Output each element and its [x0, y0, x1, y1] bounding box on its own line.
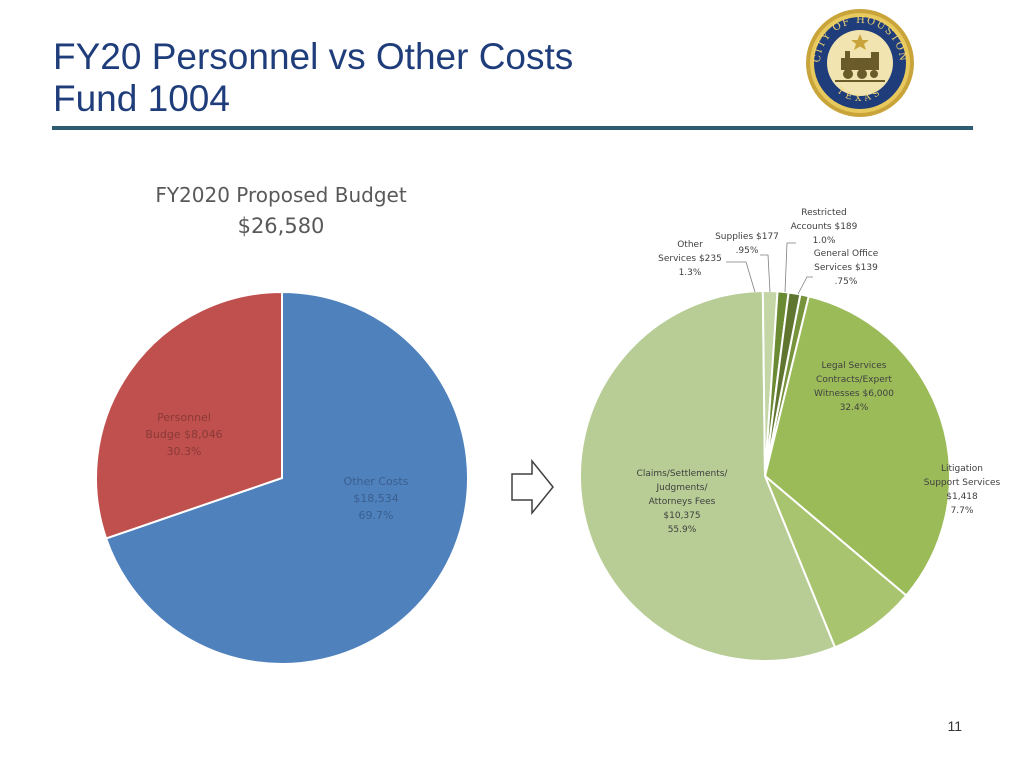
other-costs-pie-label-3: Claims/Settlements/Judgments/Attorneys F… [637, 469, 729, 535]
other-costs-pie-label-0: General Office Services $139.75% [814, 249, 879, 287]
chart-title: FY2020 Proposed Budget [155, 183, 407, 207]
leader-line-restricted [784, 242, 796, 293]
page-number: 11 [947, 718, 962, 734]
right-arrow-icon [511, 458, 554, 516]
other-costs-pie-slice-6 [764, 291, 802, 477]
other-costs-pie-label-1: Legal Services Contracts/Expert Witnesses … [814, 361, 894, 413]
other-costs-data-label: Other Costs $18,534 69.7% [344, 475, 409, 522]
leader-line-supplies [760, 254, 771, 293]
budget-pie-slice-0 [104, 290, 469, 665]
slide-title: FY20 Personnel vs Other Costs Fund 1004 [53, 36, 573, 120]
leader-line-other-services [726, 261, 756, 293]
slide-title-line-2: Fund 1004 [53, 78, 230, 119]
other-costs-pie-label-6: Restricted Accounts $189 1.0% [791, 208, 858, 246]
other-costs-pie-label-4: Other Services $235 1.3% [658, 240, 722, 278]
other-costs-pie-label-5: Supplies $177.95% [715, 232, 779, 256]
chart-total: $26,580 [237, 214, 325, 238]
other-costs-pie-slice-1 [763, 295, 951, 597]
leader-line-general-office [797, 276, 813, 295]
city-seal-logo: CITY OF HOUSTON TEXAS [806, 9, 914, 117]
personnel-data-label: Personnel Budge $8,046 30.3% [145, 411, 222, 458]
other-costs-pie-slice-3 [579, 289, 837, 662]
title-divider [52, 126, 973, 130]
slide-title-line-1: FY20 Personnel vs Other Costs [53, 36, 574, 77]
chart-heading: FY2020 Proposed Budget $26,580 [131, 180, 431, 242]
other-costs-pie-label-2: Litigation Support Services $1,418 7.7% [924, 464, 1001, 516]
budget-pie-slice-1 [95, 290, 283, 540]
